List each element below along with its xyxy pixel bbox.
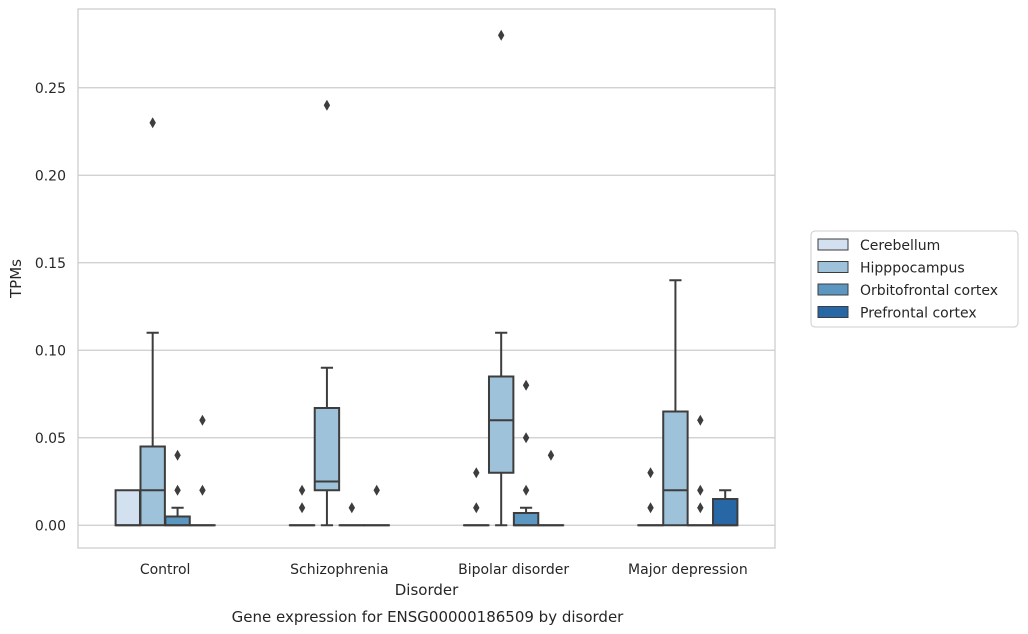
legend-label: Hipppocampus <box>860 261 965 277</box>
outlier-point <box>522 484 530 496</box>
outlier-point <box>697 484 704 496</box>
x-axis-label: Disorder <box>395 581 459 599</box>
outlier-point <box>647 467 654 479</box>
outlier-point <box>547 449 555 461</box>
outlier-point <box>373 484 380 496</box>
box-orbitofrontal-cortex <box>512 379 540 527</box>
box-body <box>712 498 739 527</box>
box-prefrontal-cortex <box>189 414 216 527</box>
box-cerebellum <box>114 489 141 527</box>
legend-swatch <box>817 283 849 296</box>
legend-swatch <box>817 306 849 318</box>
outlier-point <box>522 379 530 391</box>
outlier-point <box>174 484 181 496</box>
outlier-point <box>199 414 206 426</box>
x-tick-label: Schizophrenia <box>290 562 388 578</box>
box-marks <box>114 29 739 527</box>
box-body <box>114 489 141 527</box>
box-prefrontal-cortex <box>363 484 390 527</box>
box-cerebellum <box>637 467 664 527</box>
outlier-point <box>647 502 654 514</box>
outlier-point <box>497 29 505 41</box>
legend-frame <box>810 230 1019 328</box>
x-tick-label: Control <box>140 562 191 578</box>
box-body <box>313 407 341 492</box>
y-axis-ticks: 0.00 0.05 0.10 0.15 0.20 0.25 <box>35 81 66 535</box>
legend-swatch <box>817 238 849 251</box>
box-body <box>512 512 540 527</box>
outlier-point <box>473 467 480 479</box>
outlier-point <box>697 502 704 514</box>
outlier-point <box>149 117 156 129</box>
plot-frame <box>77 8 776 549</box>
box-cerebellum <box>463 467 490 527</box>
outlier-point <box>348 502 356 514</box>
box-hipppocampus <box>662 279 689 527</box>
outlier-point <box>298 484 306 496</box>
box-prefrontal-cortex <box>537 449 565 527</box>
box-body <box>139 445 166 527</box>
legend-label: Orbitofrontal cortex <box>860 283 998 299</box>
y-tick-label: 0.25 <box>35 81 66 97</box>
box-orbitofrontal-cortex <box>164 449 191 527</box>
legend-label: Cerebellum <box>860 238 940 254</box>
outlier-point <box>697 414 704 426</box>
box-hipppocampus <box>139 117 166 527</box>
y-axis-label: TPMs <box>7 259 25 299</box>
box-cerebellum <box>288 484 316 527</box>
box-hipppocampus <box>487 29 515 527</box>
legend-swatch <box>817 261 849 273</box>
outlier-point <box>522 432 530 444</box>
y-tick-label: 0.10 <box>35 343 66 359</box>
box-orbitofrontal-cortex <box>338 502 366 527</box>
legend-label: Prefrontal cortex <box>860 306 977 322</box>
box-hipppocampus <box>313 99 341 527</box>
box-orbitofrontal-cortex <box>687 414 714 527</box>
y-tick-label: 0.15 <box>35 256 66 272</box>
box-body <box>662 410 689 527</box>
x-axis-ticks: Control Schizophrenia Bipolar disorder Majo… <box>140 562 748 578</box>
box-prefrontal-cortex <box>712 489 739 527</box>
outlier-point <box>298 502 306 514</box>
y-tick-label: 0.20 <box>35 168 66 184</box>
box-body <box>164 515 191 527</box>
outlier-point <box>473 502 480 514</box>
chart-caption: Gene expression for ENSG00000186509 by d… <box>232 608 625 626</box>
x-tick-label: Major depression <box>628 562 748 578</box>
outlier-point <box>174 449 181 461</box>
x-tick-label: Bipolar disorder <box>458 562 569 578</box>
y-tick-label: 0.05 <box>35 431 66 447</box>
outlier-point <box>199 484 206 496</box>
outlier-point <box>323 99 331 111</box>
y-tick-label: 0.00 <box>35 518 66 534</box>
legend: Cerebellum Hipppocampus Orbitofrontal cort… <box>810 230 1019 328</box>
box-body <box>487 375 515 474</box>
